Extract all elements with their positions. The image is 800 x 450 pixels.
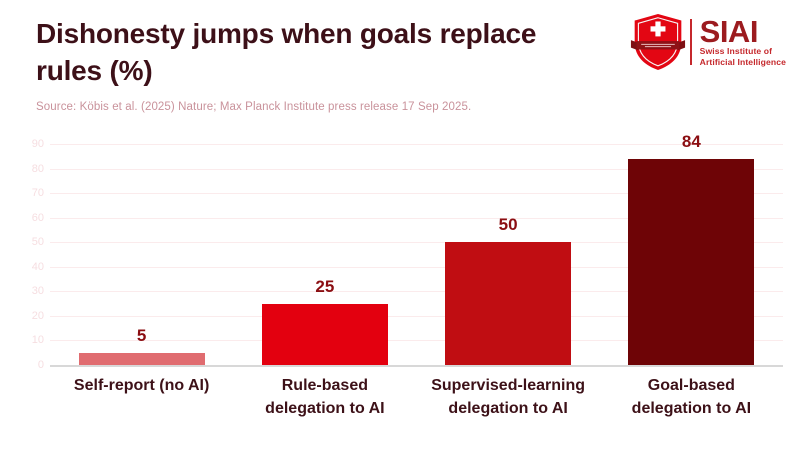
bar — [78, 352, 205, 365]
bar-chart: 0 10 20 30 40 50 60 70 80 90 5 Self-report (no AI) 2… — [0, 130, 800, 450]
logo-tagline-line2: Artificial Intelligence — [699, 56, 786, 67]
gridline — [50, 242, 783, 244]
gridline — [50, 144, 783, 145]
bar-category-label: Rule-based delegation to AI — [265, 377, 385, 418]
x-axis-baseline — [50, 365, 783, 367]
gridline — [50, 193, 783, 195]
bar-category-label: Self-report (no AI) — [73, 377, 210, 394]
bar-category-label: Supervised-learning delegation to AI — [431, 377, 586, 418]
swiss-shield-icon — [630, 14, 685, 70]
y-tick-label: 10 — [31, 334, 44, 347]
gridline — [50, 168, 783, 170]
gridline — [50, 340, 783, 342]
page-title: Dishonesty jumps when goals replace rule… — [36, 16, 626, 90]
logo-tagline-line1: Swiss Institute of — [699, 46, 773, 57]
bar-value-label: 50 — [498, 215, 518, 235]
logo-text: SIAI Swiss Institute of Artificial Intel… — [699, 13, 786, 67]
y-tick-label: 30 — [31, 285, 44, 298]
gridline — [50, 217, 783, 219]
page-title-line2: rules (%) — [36, 54, 153, 86]
y-tick-label: 60 — [31, 211, 44, 224]
bar-value-label: 25 — [315, 276, 335, 296]
gridline — [50, 291, 783, 293]
page-title-line1: Dishonesty jumps when goals replace — [36, 18, 537, 49]
bar-category-label: Goal-based delegation to AI — [631, 377, 752, 418]
source-note: Source: Köbis et al. (2025) Nature; Max … — [36, 101, 472, 113]
siai-logo: SIAI Swiss Institute of Artificial Intel… — [630, 12, 786, 72]
y-tick-label: 50 — [31, 236, 44, 249]
gridline — [50, 266, 783, 268]
y-tick-label: 40 — [31, 260, 44, 273]
y-tick-label: 0 — [37, 359, 44, 371]
y-tick-label: 90 — [31, 138, 44, 150]
y-tick-label: 70 — [31, 187, 44, 200]
y-tick-label: 20 — [31, 309, 44, 322]
logo-acronym: SIAI — [699, 13, 759, 49]
bar — [445, 242, 572, 365]
logo-divider — [689, 19, 692, 65]
bar-value-label: 84 — [681, 131, 701, 151]
gridline — [50, 315, 783, 317]
bar — [261, 303, 388, 365]
y-tick-label: 80 — [31, 162, 44, 175]
bar-value-label: 5 — [136, 325, 147, 345]
bar — [628, 158, 755, 365]
